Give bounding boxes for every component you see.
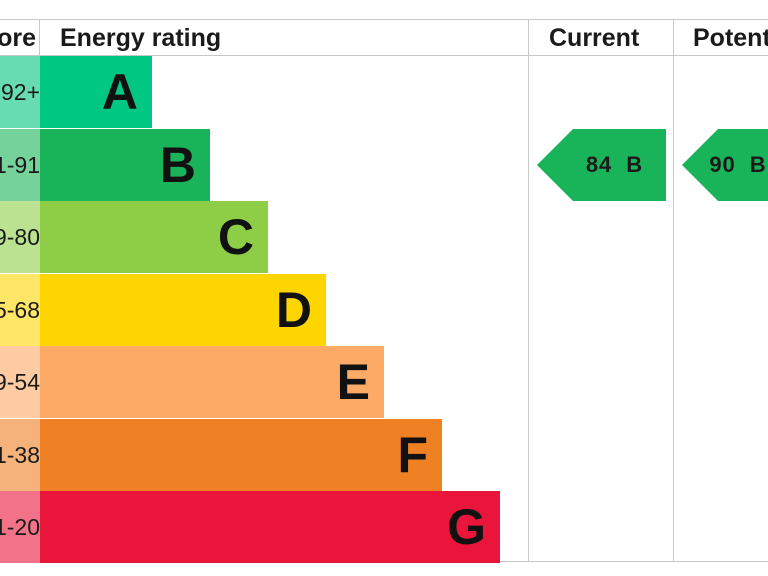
score-header-text: Score (0, 24, 36, 52)
band-letter-b: B (159, 137, 196, 193)
score-range-text: 1-20 (0, 514, 40, 540)
score-range-text: 69-80 (0, 224, 40, 250)
band-letter-c: C (217, 209, 254, 265)
score-range-c: 69-80 (0, 201, 40, 273)
band-letter-a: A (101, 64, 138, 120)
current-rating-letter: B (626, 152, 644, 177)
score-range-b: 81-91 (0, 129, 40, 201)
potential-column-divider (673, 19, 674, 562)
band-letter-g: G (447, 499, 486, 555)
score-range-d: 55-68 (0, 274, 40, 346)
score-range-text: 92+ (0, 79, 40, 105)
score-range-e: 39-54 (0, 346, 40, 418)
score-range-a: 92+ (0, 56, 40, 128)
band-bar-e: E (40, 346, 384, 418)
score-header: Score (0, 20, 40, 56)
current-header: Current (549, 24, 640, 52)
potential-rating-value: 90 (709, 152, 736, 177)
current-rating-value: 84 (585, 152, 613, 177)
top-border (0, 19, 768, 20)
band-bar-g: G (40, 491, 500, 563)
band-bar-d: D (40, 274, 326, 346)
score-range-text: 81-91 (0, 152, 40, 178)
band-bar-b: B (40, 129, 210, 201)
band-bar-f: F (40, 419, 442, 491)
band-bar-a: A (40, 56, 152, 128)
current-column-divider (528, 19, 529, 562)
band-letter-e: E (336, 354, 370, 410)
potential-arrow-polygon (682, 129, 768, 201)
score-column-divider (39, 19, 40, 56)
current-arrow-polygon (537, 129, 666, 201)
band-letter-f: F (397, 427, 428, 483)
potential-arrow-shape (682, 129, 768, 201)
header-divider (0, 55, 768, 56)
score-range-g: 1-20 (0, 491, 40, 563)
current-arrow-shape (537, 129, 666, 201)
band-bar-c: C (40, 201, 268, 273)
potential-rating-label: 90 B (708, 129, 768, 201)
potential-rating-letter: B (749, 152, 767, 177)
band-letter-d: D (275, 282, 312, 338)
current-rating-arrow: 84 B (537, 129, 666, 201)
current-rating-label: 84 B (563, 129, 666, 201)
score-range-text: 39-54 (0, 369, 40, 395)
energy-rating-header: Energy rating (60, 24, 222, 52)
score-range-f: 21-38 (0, 419, 40, 491)
score-range-text: 21-38 (0, 442, 40, 468)
potential-header: Potential (693, 24, 768, 52)
score-range-text: 55-68 (0, 297, 40, 323)
potential-rating-arrow: 90 B (682, 129, 768, 201)
